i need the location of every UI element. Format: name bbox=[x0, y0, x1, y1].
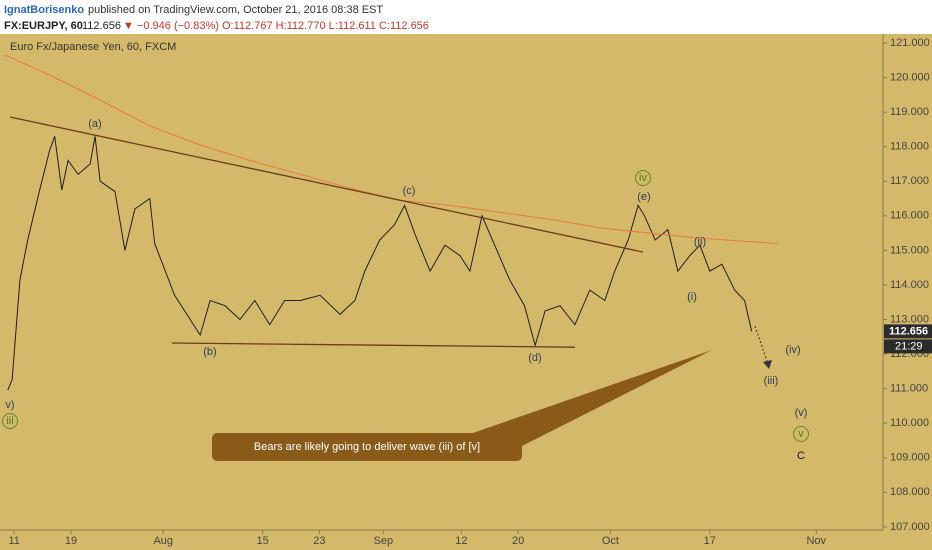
wave-label: (a) bbox=[88, 118, 101, 130]
wave-circle bbox=[793, 426, 809, 442]
wave-label: v bbox=[798, 428, 804, 440]
header-price: 112.656 bbox=[82, 20, 121, 32]
wave-label: v) bbox=[5, 399, 14, 411]
header-bg bbox=[0, 0, 932, 34]
y-tick-label: 119.000 bbox=[890, 106, 929, 118]
author: IgnatBorisenko bbox=[4, 4, 84, 16]
y-tick-label: 114.000 bbox=[890, 279, 929, 291]
x-tick-label: Oct bbox=[602, 535, 619, 547]
callout-text: Bears are likely going to deliver wave (… bbox=[254, 441, 480, 453]
last-price: 112.656 bbox=[889, 325, 928, 337]
wave-label: (e) bbox=[637, 191, 650, 203]
wave-label: (ii) bbox=[694, 236, 706, 248]
series-line bbox=[171, 342, 575, 348]
x-tick-label: Aug bbox=[153, 535, 173, 547]
wave-label: (i) bbox=[687, 291, 697, 303]
y-tick-label: 120.000 bbox=[890, 71, 930, 83]
y-tick-label: 111.000 bbox=[890, 383, 928, 395]
y-tick-label: 116.000 bbox=[890, 210, 929, 222]
y-tick-label: 115.000 bbox=[890, 244, 929, 256]
series-line bbox=[9, 116, 644, 253]
series-line bbox=[7, 136, 753, 391]
symbol: FX:EURJPY, 60 bbox=[4, 20, 83, 32]
x-tick-label: 11 bbox=[8, 535, 19, 547]
arrow bbox=[754, 325, 769, 365]
ohlc: O:112.767 H:112.770 L:112.611 C:112.656 bbox=[222, 20, 429, 32]
published: published on TradingView.com, October 21… bbox=[88, 4, 383, 16]
wave-label: iii bbox=[6, 415, 13, 427]
y-tick-label: 113.000 bbox=[890, 313, 929, 325]
x-tick-label: 15 bbox=[257, 535, 269, 547]
wave-label: (d) bbox=[528, 352, 541, 364]
callout-box bbox=[212, 433, 522, 461]
wave-label: C bbox=[797, 450, 805, 462]
x-tick-label: Sep bbox=[374, 535, 394, 547]
y-tick-label: 117.000 bbox=[890, 175, 929, 187]
x-tick-label: 12 bbox=[455, 535, 467, 547]
y-tick-label: 110.000 bbox=[890, 417, 929, 429]
wave-label: (c) bbox=[403, 185, 416, 197]
subtitle: Euro Fx/Japanese Yen, 60, FXCM bbox=[10, 41, 176, 53]
wave-label: (v) bbox=[795, 407, 808, 419]
x-tick-label: Nov bbox=[806, 535, 826, 547]
x-tick-label: 20 bbox=[512, 535, 524, 547]
arrow-head bbox=[763, 360, 772, 369]
wave-circle bbox=[2, 413, 18, 429]
wave-label: iv bbox=[639, 172, 647, 184]
wave-label: (iv) bbox=[785, 344, 800, 356]
last-time-box bbox=[884, 339, 932, 354]
y-tick-label: 107.000 bbox=[890, 521, 930, 533]
y-tick-label: 108.000 bbox=[890, 486, 930, 498]
last-time: 21:29 bbox=[895, 340, 923, 352]
x-tick-label: 17 bbox=[704, 535, 716, 547]
callout-pointer bbox=[470, 350, 712, 446]
chart-bg bbox=[0, 34, 932, 550]
y-tick-label: 109.000 bbox=[890, 452, 930, 464]
x-tick-label: 19 bbox=[65, 535, 77, 547]
last-price-box bbox=[884, 324, 932, 339]
wave-circle bbox=[635, 170, 651, 186]
x-tick-label: 23 bbox=[313, 535, 325, 547]
y-tick-label: 118.000 bbox=[890, 141, 929, 153]
wave-label: (iii) bbox=[764, 375, 779, 387]
change: ▼ −0.946 (−0.83%) bbox=[123, 20, 219, 32]
wave-label: (b) bbox=[203, 346, 216, 358]
y-tick-label: 121.000 bbox=[890, 37, 930, 49]
